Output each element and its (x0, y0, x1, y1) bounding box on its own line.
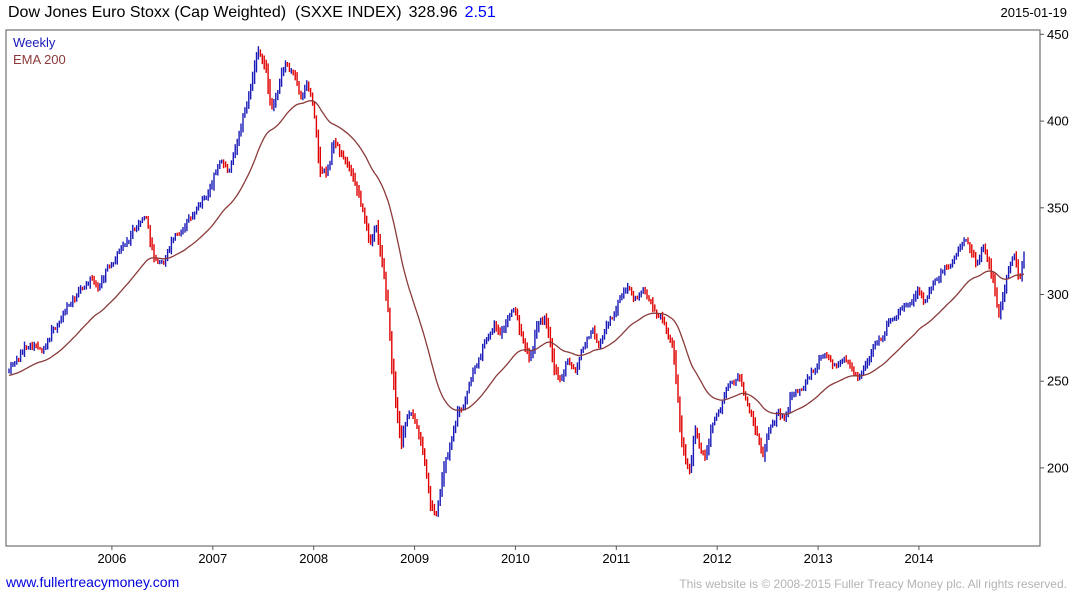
svg-text:2009: 2009 (400, 551, 429, 566)
footer-site-link[interactable]: www.fullertreacymoney.com (6, 574, 180, 590)
svg-text:2012: 2012 (703, 551, 732, 566)
chart-legend: Weekly EMA 200 (13, 34, 66, 68)
svg-text:350: 350 (1047, 200, 1069, 215)
svg-text:250: 250 (1047, 374, 1069, 389)
svg-text:2007: 2007 (198, 551, 227, 566)
legend-ema-label: EMA 200 (13, 52, 66, 67)
svg-text:400: 400 (1047, 114, 1069, 129)
svg-text:2010: 2010 (501, 551, 530, 566)
footer-copyright: This website is © 2008-2015 Fuller Treac… (679, 577, 1067, 591)
price-change-value: 2.51 (464, 4, 496, 21)
legend-weekly-label: Weekly (13, 35, 56, 50)
chart-title-group: Dow Jones Euro Stoxx (Cap Weighted) (SXX… (8, 4, 496, 22)
header-bar: Dow Jones Euro Stoxx (Cap Weighted) (SXX… (8, 4, 1067, 22)
svg-text:2013: 2013 (804, 551, 833, 566)
svg-text:2014: 2014 (904, 551, 933, 566)
as-of-date-label: 2015-01-19 (1000, 5, 1068, 20)
svg-text:200: 200 (1047, 460, 1069, 475)
svg-text:2011: 2011 (602, 551, 630, 566)
svg-text:300: 300 (1047, 287, 1069, 302)
svg-text:2008: 2008 (299, 551, 328, 566)
last-price-value: 328.96 (408, 4, 458, 21)
svg-text:2006: 2006 (97, 551, 126, 566)
page-title: Dow Jones Euro Stoxx (Cap Weighted) (SXX… (8, 4, 402, 21)
svg-text:450: 450 (1047, 27, 1069, 42)
